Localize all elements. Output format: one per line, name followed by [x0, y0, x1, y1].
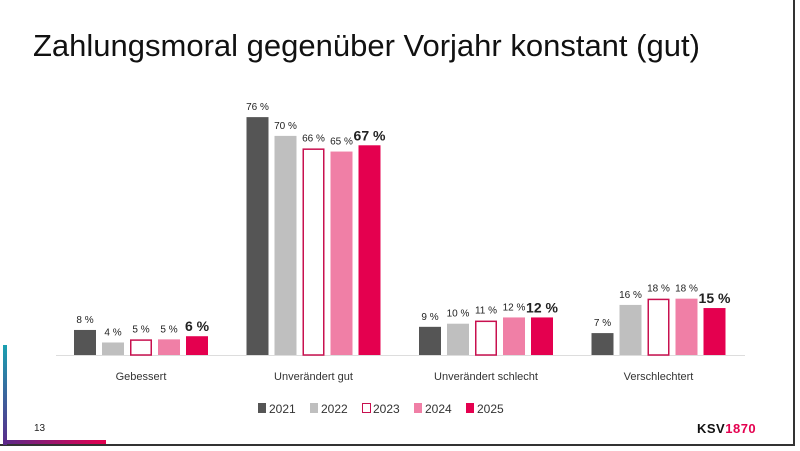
data-label: 66 %	[302, 133, 325, 144]
category-label: Unverändert gut	[274, 371, 353, 383]
bar	[130, 339, 152, 356]
bar	[591, 333, 614, 355]
legend-label: 2025	[477, 402, 504, 416]
data-label: 10 %	[447, 309, 470, 320]
bar	[358, 145, 381, 355]
bar	[447, 323, 469, 355]
page-number: 13	[34, 423, 46, 434]
bar	[158, 339, 180, 355]
page-title: Zahlungsmoral gegenüber Vorjahr konstant…	[33, 28, 700, 63]
ksv-logo: KSV1870	[697, 421, 757, 436]
bar	[186, 336, 208, 355]
bar	[330, 151, 353, 355]
legend-swatch	[362, 403, 371, 413]
bar	[619, 304, 642, 355]
accent-bar-horizontal	[3, 440, 106, 444]
bar	[419, 326, 441, 355]
data-label: 11 %	[475, 306, 497, 317]
data-label: 65 %	[330, 137, 353, 148]
data-label: 5 %	[160, 324, 177, 335]
legend-swatch	[310, 403, 318, 413]
data-label: 16 %	[619, 290, 642, 301]
data-label: 18 %	[647, 284, 670, 295]
data-label: 4 %	[104, 327, 121, 338]
bar	[475, 320, 497, 356]
category-label: Verschlechtert	[624, 371, 694, 383]
data-label: 12 %	[503, 302, 526, 313]
bar	[503, 317, 525, 355]
data-label: 76 %	[246, 102, 269, 113]
data-label: 12 %	[526, 299, 558, 315]
bar	[102, 342, 124, 355]
category-label: Unverändert schlecht	[434, 371, 538, 383]
legend-label: 2023	[373, 402, 400, 416]
accent-bar-vertical	[3, 345, 7, 445]
bar	[647, 298, 670, 356]
legend-swatch	[414, 403, 422, 413]
data-label: 70 %	[274, 121, 297, 132]
bar	[302, 148, 325, 356]
data-label: 15 %	[699, 290, 731, 306]
bar	[703, 308, 726, 355]
category-label: Gebessert	[116, 371, 167, 383]
data-label: 7 %	[594, 318, 611, 329]
legend-label: 2024	[425, 402, 452, 416]
data-label: 67 %	[354, 127, 386, 143]
bar	[74, 329, 96, 355]
legend-label: 2022	[321, 402, 348, 416]
legend-swatch	[258, 403, 266, 413]
bar	[531, 317, 553, 355]
bar	[274, 135, 297, 355]
data-label: 9 %	[421, 312, 438, 323]
bar	[675, 298, 698, 355]
data-label: 18 %	[675, 284, 698, 295]
bar	[246, 117, 269, 356]
legend-swatch	[466, 403, 474, 413]
data-label: 8 %	[76, 315, 93, 326]
legend-label: 2021	[269, 402, 296, 416]
data-label: 6 %	[185, 318, 210, 334]
data-label: 5 %	[132, 324, 149, 335]
